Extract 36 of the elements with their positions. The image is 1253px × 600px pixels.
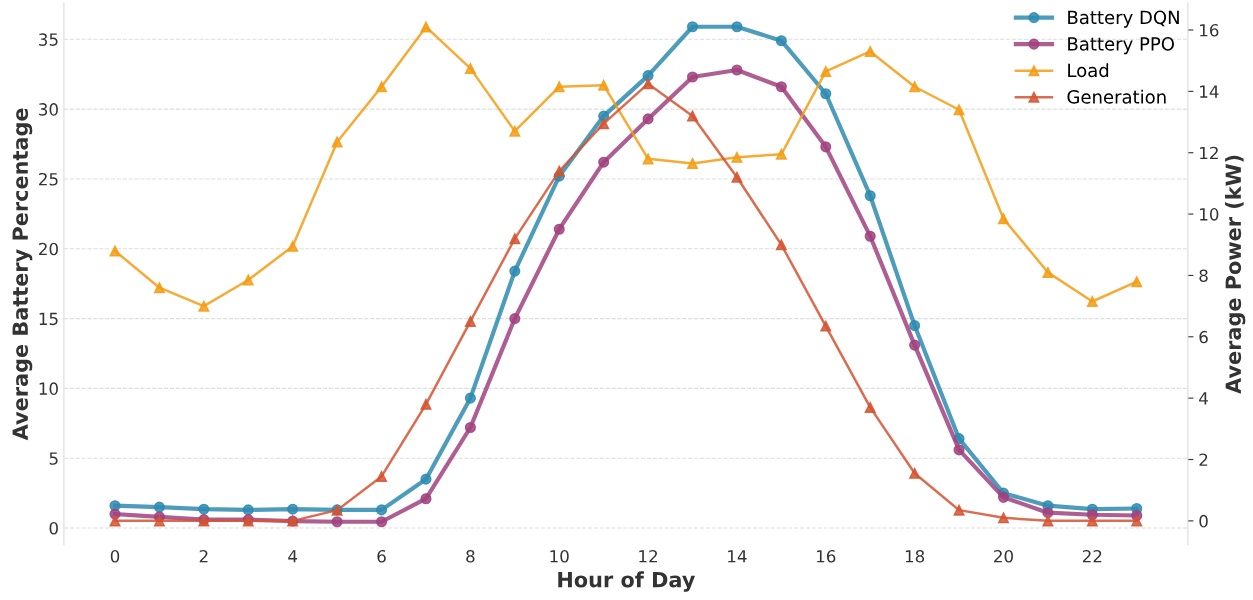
x-tick-label: 10 <box>550 549 569 563</box>
x-tick-label: 20 <box>994 549 1013 563</box>
y-tick-label: 35 <box>39 33 58 46</box>
x-tick-label: 22 <box>1082 549 1102 563</box>
y2-tick-label: 10 <box>1200 208 1219 221</box>
x-tick-label: 18 <box>905 549 925 563</box>
legend-label: Battery DQN <box>1068 10 1179 28</box>
y2-tick-label: 12 <box>1200 146 1218 160</box>
x-tick-label: 14 <box>728 550 747 563</box>
y2-tick-label: 6 <box>1199 330 1208 344</box>
y2-tick-label: 4 <box>1199 392 1208 405</box>
y2-tick-label: 14 <box>1200 85 1219 98</box>
x-tick-label: 4 <box>288 550 298 563</box>
y-tick-label: 25 <box>39 172 58 186</box>
x-tick-label: 6 <box>377 549 386 563</box>
x-tick-label: 12 <box>639 549 658 563</box>
y-tick-label: 20 <box>39 242 58 256</box>
y-tick-label: 0 <box>49 522 58 535</box>
y-tick-label: 10 <box>39 382 58 395</box>
x-tick-label: 2 <box>199 549 208 563</box>
x-tick-label: 8 <box>466 549 475 563</box>
y-tick-label: 30 <box>39 103 58 116</box>
legend-label: Load <box>1068 63 1109 78</box>
y2-tick-label: 0 <box>1199 514 1208 528</box>
y2-axis-title: Average Power (kW) <box>1225 155 1246 394</box>
x-tick-label: 0 <box>110 549 120 563</box>
legend-label: Battery PPO <box>1068 37 1174 55</box>
y-axis-title: Average Battery Percentage <box>12 108 33 441</box>
y-tick-label: 5 <box>49 452 58 465</box>
y2-tick-label: 2 <box>1199 453 1208 466</box>
x-axis-title: Hour of Day <box>558 571 696 592</box>
y2-tick-label: 8 <box>1199 269 1208 282</box>
y-tick-label: 15 <box>39 312 58 326</box>
x-tick-label: 16 <box>817 549 836 563</box>
y2-tick-label: 16 <box>1200 23 1219 37</box>
legend-label: Generation <box>1067 89 1166 104</box>
